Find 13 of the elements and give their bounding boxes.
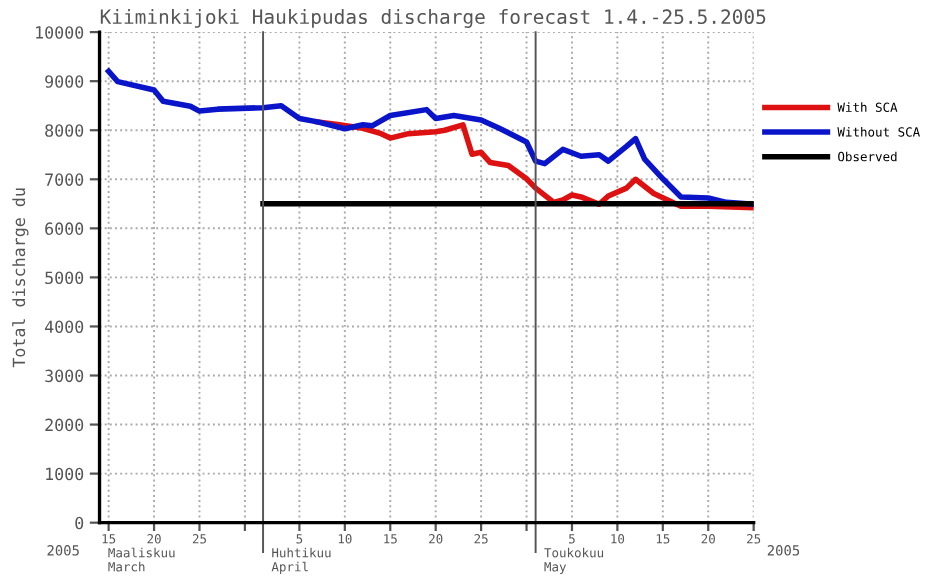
y-tick-label: 0	[75, 516, 84, 530]
y-tick-label: 7000	[45, 173, 84, 186]
chart-title: Kiiminkijoki Haukipudas discharge forecast 1.4.-25.5.2005	[100, 9, 766, 28]
y-tick-label: 4000	[44, 320, 84, 334]
y-tick-label: 5000	[45, 271, 84, 285]
y-axis-title: Total discharge du	[12, 188, 29, 368]
y-tick-label: 8000	[45, 124, 84, 137]
y-tick-label: 3000	[45, 369, 84, 383]
y-tick-label: 2000	[45, 418, 84, 432]
y-tick-label: 1000	[46, 467, 84, 481]
y-tick-label: 9000	[45, 75, 84, 88]
y-tick-label: 10000	[36, 26, 84, 39]
y-tick-label: 6000	[45, 222, 84, 235]
